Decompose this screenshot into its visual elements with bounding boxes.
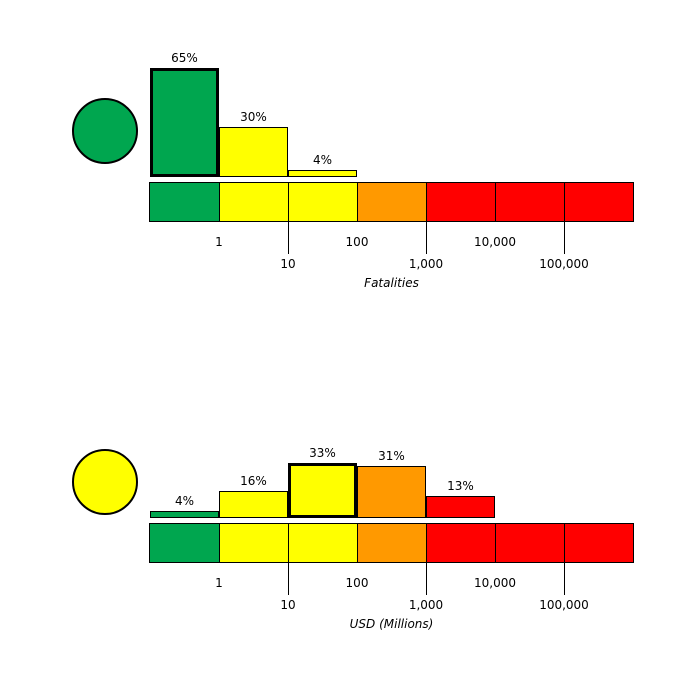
x-tick-label: 10 <box>280 598 296 612</box>
x-tick-label: 10,000 <box>474 235 516 249</box>
color-scale <box>149 523 634 563</box>
x-tick-label: 1 <box>215 576 223 590</box>
color-scale <box>149 182 634 222</box>
bar-value-label: 4% <box>174 494 195 508</box>
scale-segment <box>357 183 426 221</box>
x-tick-label: 1,000 <box>408 598 444 612</box>
x-tick-line <box>564 222 565 254</box>
scale-segment <box>495 183 564 221</box>
scale-segment <box>564 183 633 221</box>
x-axis-title: USD (Millions) <box>349 617 434 631</box>
x-tick-label: 100 <box>345 576 369 590</box>
x-tick-label: 100,000 <box>539 598 589 612</box>
scale-segment <box>219 183 288 221</box>
x-tick-label: 1,000 <box>408 257 444 271</box>
histogram-bar <box>288 463 357 518</box>
scale-segment <box>288 183 357 221</box>
scale-segment <box>564 524 633 562</box>
histogram-bar <box>150 68 219 177</box>
scale-segment <box>288 524 357 562</box>
x-tick-label: 100 <box>345 235 369 249</box>
bar-value-label: 13% <box>447 479 474 493</box>
histogram-bar <box>288 170 357 177</box>
alert-level-circle <box>72 449 138 515</box>
scale-segment <box>426 524 495 562</box>
alert-level-circle <box>72 98 138 164</box>
histogram-bar <box>150 511 219 518</box>
economic-losses-panel: USD (Millions) 4% 16% 33% 31% 13% 1 10 100 1,000… <box>0 341 682 682</box>
x-tick-label: 1 <box>215 235 223 249</box>
bar-value-label: 30% <box>240 110 267 124</box>
histogram-bar <box>357 466 426 518</box>
x-tick-line <box>426 222 427 254</box>
scale-segment <box>495 524 564 562</box>
fatalities-panel: Fatalities 65% 30% 4% 1 10 100 1,000 10,000 100,… <box>0 0 682 341</box>
x-tick-line <box>564 563 565 595</box>
histogram-bar <box>426 496 495 518</box>
x-tick-label: 100,000 <box>539 257 589 271</box>
histogram-bar <box>219 127 288 177</box>
bar-value-label: 65% <box>171 51 198 65</box>
x-tick-line <box>288 222 289 254</box>
x-tick-label: 10,000 <box>474 576 516 590</box>
x-tick-label: 10 <box>280 257 296 271</box>
scale-segment <box>357 524 426 562</box>
bar-value-label: 4% <box>312 153 333 167</box>
histogram-bar <box>219 491 288 518</box>
bar-value-label: 16% <box>240 474 267 488</box>
scale-segment <box>150 524 219 562</box>
scale-segment <box>219 524 288 562</box>
x-axis-title: Fatalities <box>364 276 419 290</box>
bar-value-label: 33% <box>309 446 336 460</box>
scale-segment <box>150 183 219 221</box>
scale-segment <box>426 183 495 221</box>
bar-value-label: 31% <box>378 449 405 463</box>
x-tick-line <box>288 563 289 595</box>
x-tick-line <box>426 563 427 595</box>
